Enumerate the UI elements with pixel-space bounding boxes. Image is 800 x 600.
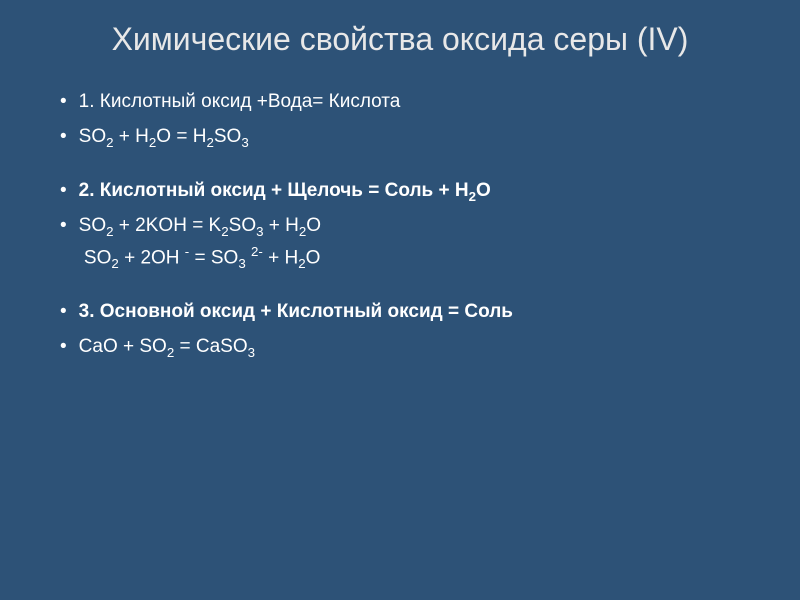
bullet-icon: •	[60, 212, 67, 241]
list-item-text: SO2 + 2KOH = K2SO3 + H2O SO2 + 2OH - = S…	[79, 212, 760, 274]
bullet-icon: •	[60, 177, 67, 206]
list-item-text: 1. Кислотный оксид +Вода= Кислота	[79, 88, 760, 117]
slide-title: Химические свойства оксида серы (IV)	[40, 20, 760, 58]
list-item: • SO2 + H2O = H2SO3	[60, 123, 760, 153]
list-item-text: 2. Кислотный оксид + Щелочь = Соль + Н2О	[79, 177, 760, 207]
list-item: • 2. Кислотный оксид + Щелочь = Соль + Н2…	[60, 177, 760, 207]
list-item: • CaO + SO2 = CaSO3	[60, 333, 760, 363]
bullet-icon: •	[60, 88, 67, 117]
bullet-icon: •	[60, 298, 67, 327]
bullet-icon: •	[60, 123, 67, 152]
spacer	[60, 280, 760, 298]
list-item: • SO2 + 2KOH = K2SO3 + H2O SO2 + 2OH - =…	[60, 212, 760, 274]
list-item-text: 3. Основной оксид + Кислотный оксид = Со…	[79, 298, 760, 327]
list-item: • 1. Кислотный оксид +Вода= Кислота	[60, 88, 760, 117]
list-item: • 3. Основной оксид + Кислотный оксид = С…	[60, 298, 760, 327]
bullet-icon: •	[60, 333, 67, 362]
list-item-text: SO2 + H2O = H2SO3	[79, 123, 760, 153]
spacer	[60, 159, 760, 177]
list-item-text: CaO + SO2 = CaSO3	[79, 333, 760, 363]
content-list: • 1. Кислотный оксид +Вода= Кислота • SO2 …	[40, 88, 760, 362]
